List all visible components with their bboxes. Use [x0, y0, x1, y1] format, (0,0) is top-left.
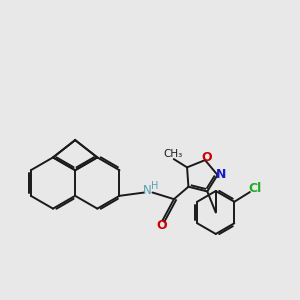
Text: Cl: Cl	[249, 182, 262, 195]
Text: O: O	[156, 220, 167, 232]
Text: H: H	[151, 181, 158, 191]
Text: CH₃: CH₃	[163, 149, 182, 159]
Text: N: N	[143, 184, 152, 197]
Text: O: O	[202, 151, 212, 164]
Text: N: N	[216, 169, 226, 182]
